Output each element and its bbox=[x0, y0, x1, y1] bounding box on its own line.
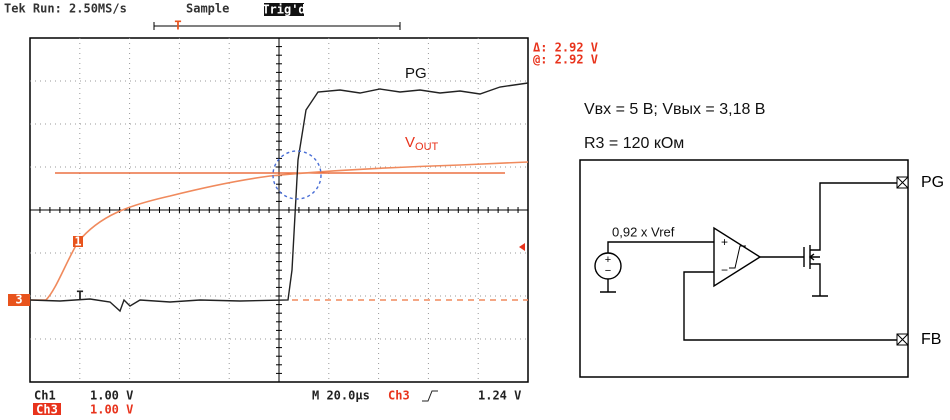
trigger-status: Trig'd bbox=[262, 3, 305, 17]
comp-plus: + bbox=[721, 235, 728, 249]
comp-minus: − bbox=[721, 263, 728, 277]
record-bar bbox=[154, 22, 400, 30]
ref-wire bbox=[608, 242, 714, 253]
cursor-at: @: 2.92 V bbox=[533, 53, 598, 67]
mosfet-body bbox=[810, 254, 820, 260]
reference-label: 0,92 x Vref bbox=[612, 224, 675, 239]
ch1-marker-label: 1 bbox=[74, 235, 81, 249]
ic-outline bbox=[580, 160, 908, 377]
resistor-value: R3 = 120 кОм bbox=[584, 135, 684, 152]
pg-pin-label: PG bbox=[921, 174, 944, 191]
ch3-marker-label: 3 bbox=[15, 293, 22, 307]
trigger-slope bbox=[422, 391, 438, 401]
figure: Tek Run: 2.50MS/s Sample Trig'd T PG VOU… bbox=[0, 0, 950, 420]
timebase: M 20.0µs bbox=[312, 389, 370, 403]
ch1-name: Ch1 bbox=[34, 389, 56, 403]
source-minus: − bbox=[605, 265, 611, 277]
ch3-scale: 1.00 V bbox=[90, 403, 133, 417]
trigger-level: 1.24 V bbox=[478, 389, 521, 403]
hysteresis bbox=[729, 246, 746, 268]
trigger-marker: T bbox=[76, 289, 83, 303]
trigger-position: T bbox=[174, 19, 181, 33]
run-status: Tek Run: 2.50MS/s bbox=[4, 2, 127, 16]
pg-label: PG bbox=[405, 65, 427, 82]
ch1-scale: 1.00 V bbox=[90, 389, 133, 403]
conditions: Vвх = 5 В; Vвых = 3,18 В bbox=[584, 101, 765, 118]
vout-label-sub: OUT bbox=[415, 141, 439, 153]
fb-pin-label: FB bbox=[921, 331, 941, 348]
ch3-name: Ch3 bbox=[36, 403, 58, 417]
trigger-source: Ch3 bbox=[388, 389, 410, 403]
acq-mode: Sample bbox=[186, 2, 229, 16]
mosfet bbox=[760, 183, 903, 296]
vout-label-main: V bbox=[405, 134, 415, 151]
ground-1 bbox=[600, 279, 616, 292]
fb-wire bbox=[684, 272, 903, 340]
